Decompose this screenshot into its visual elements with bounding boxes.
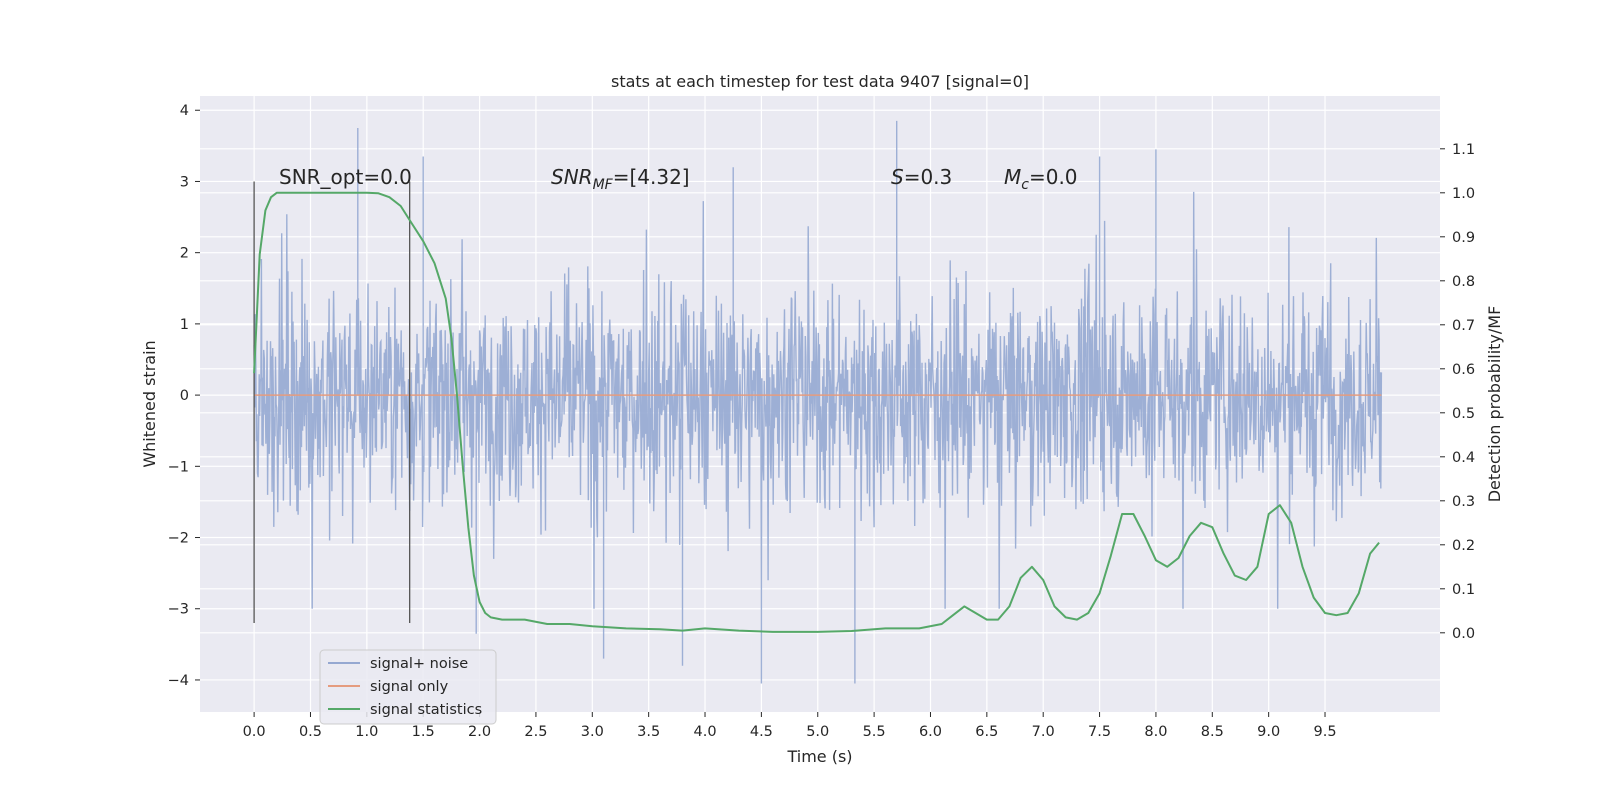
y-tick-label-0: 4: [180, 103, 189, 119]
x-tick-label-5: 2.5: [524, 724, 547, 740]
legend-box: [319, 649, 497, 725]
x-tick-label-16: 8.0: [1144, 724, 1167, 740]
y-axis-label: Whitened strain: [140, 340, 159, 467]
mc-subscript: c: [1021, 177, 1029, 193]
x-axis-label: Time (s): [786, 747, 852, 766]
x-tick-label-3: 1.5: [412, 724, 435, 740]
chart-title: stats at each timestep for test data 940…: [611, 72, 1029, 91]
y-tick-label-2: 2: [180, 246, 189, 262]
legend-label-signal-noise: signal+ noise: [370, 656, 468, 672]
legend-label-signal-only: signal only: [370, 679, 449, 695]
annotation-s: S=0.3: [891, 165, 952, 189]
x-tick-label-4: 2.0: [468, 724, 491, 740]
x-tick-label-18: 9.0: [1257, 724, 1280, 740]
y-right-tick-label-8: 0.3: [1452, 494, 1475, 510]
s-symbol: S: [891, 165, 904, 189]
annotation-snr-opt: SNR_opt=0.0: [279, 165, 412, 189]
x-tick-label-8: 4.0: [693, 724, 716, 740]
x-tick-label-1: 0.5: [299, 724, 322, 740]
y-right-tick-label-5: 0.6: [1452, 362, 1475, 378]
x-tick-label-7: 3.5: [637, 724, 660, 740]
x-tick-label-14: 7.0: [1032, 724, 1055, 740]
y-tick-label-7: −3: [168, 602, 189, 618]
y-tick-label-5: −1: [168, 459, 189, 475]
snr-mf-symbol: SNR: [551, 165, 593, 189]
y-right-tick-label-9: 0.2: [1452, 538, 1475, 554]
y-tick-label-3: 1: [180, 317, 189, 333]
series-signal-statistics: [253, 191, 1380, 633]
x-tick-label-17: 8.5: [1201, 724, 1224, 740]
y-right-tick-label-3: 0.8: [1452, 274, 1475, 290]
noise-line: [253, 120, 1383, 684]
x-tick-label-10: 5.0: [806, 724, 829, 740]
x-tick-label-9: 4.5: [750, 724, 773, 740]
series-signal-noise: [253, 120, 1383, 684]
y-right-tick-label-2: 0.9: [1452, 230, 1475, 246]
y-right-tick-label-7: 0.4: [1452, 450, 1475, 466]
x-tick-label-11: 5.5: [863, 724, 886, 740]
snr-mf-subscript: MF: [593, 177, 614, 193]
mc-value: =0.0: [1029, 165, 1078, 189]
y-tick-label-4: 0: [180, 388, 189, 404]
y-right-tick-label-0: 1.1: [1452, 142, 1475, 158]
x-tick-label-15: 7.5: [1088, 724, 1111, 740]
vertical-markers: [253, 181, 411, 623]
legend: signal+ noise signal only signal statist…: [319, 649, 497, 725]
annotation-mc: Mc=0.0: [1004, 165, 1078, 193]
x-tick-label-19: 9.5: [1313, 724, 1336, 740]
y-right-tick-label-6: 0.5: [1452, 406, 1475, 422]
signal-statistics-line: [253, 191, 1380, 633]
mc-symbol: M: [1004, 165, 1021, 189]
x-tick-label-12: 6.0: [919, 724, 942, 740]
x-tick-label-6: 3.0: [581, 724, 604, 740]
y-tick-label-1: 3: [180, 174, 189, 190]
snr-mf-value: =[4.32]: [613, 165, 690, 189]
y-tick-label-6: −2: [168, 531, 189, 547]
x-tick-label-0: 0.0: [243, 724, 266, 740]
y-tick-label-8: −4: [168, 673, 189, 689]
y-axis-right-label: Detection probability/MF: [1485, 306, 1504, 503]
x-tick-label-13: 6.5: [975, 724, 998, 740]
s-value: =0.3: [904, 165, 953, 189]
y-right-tick-label-4: 0.7: [1452, 318, 1475, 334]
ticks: 0.0 0.5 1.0 1.5 2.0 2.5 3.0 3.5 4.0 4.5 5.0 5.5 6.0 6…: [168, 103, 1475, 740]
y-right-tick-label-10: 0.1: [1452, 582, 1475, 598]
y-right-tick-label-1: 1.0: [1452, 186, 1475, 202]
legend-label-signal-statistics: signal statistics: [370, 702, 482, 718]
annotation-snr-mf: SNRMF=[4.32]: [551, 165, 690, 193]
y-right-tick-label-11: 0.0: [1452, 626, 1475, 642]
x-tick-label-2: 1.0: [355, 724, 378, 740]
annotations: SNR_opt=0.0 SNRMF=[4.32] S=0.3 Mc=0.0: [279, 165, 1078, 193]
